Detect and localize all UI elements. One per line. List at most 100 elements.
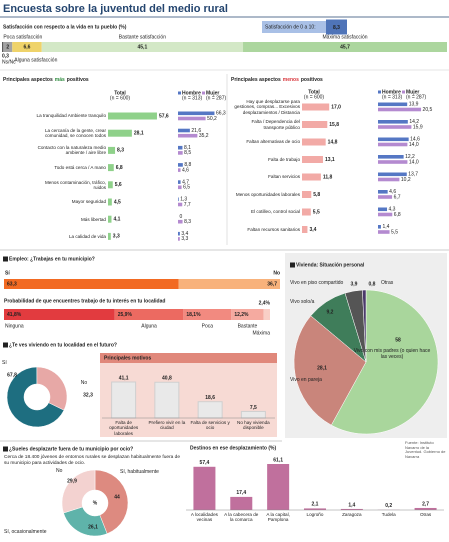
value-label: 6,6 bbox=[24, 44, 31, 50]
bar bbox=[178, 163, 183, 167]
bar bbox=[378, 142, 408, 147]
bar bbox=[111, 381, 137, 419]
value-label: 63,3 bbox=[7, 281, 17, 287]
value-label: 9,2 bbox=[327, 309, 334, 315]
value-label: 45,7 bbox=[340, 44, 350, 50]
legend-swatch bbox=[378, 90, 381, 94]
value-label: 66,3 bbox=[216, 111, 226, 117]
category-label: Vivo en piso compartido bbox=[290, 280, 344, 286]
bar bbox=[178, 151, 183, 155]
value-label: 3,4 bbox=[309, 227, 316, 233]
legend-label: Sí bbox=[5, 270, 10, 276]
category-label: Más libertad bbox=[80, 216, 106, 222]
category-label: Falta de oportunidades laborales bbox=[109, 420, 139, 436]
legend-note: (n = 287) bbox=[406, 94, 426, 100]
bar bbox=[378, 160, 408, 164]
category-label: A la capital, Pamplona bbox=[266, 512, 290, 523]
bar bbox=[240, 410, 266, 419]
category-label: Vivo solo/a bbox=[290, 299, 315, 305]
value-label: 0,3 bbox=[2, 53, 9, 59]
legend-label: Bastante bbox=[238, 323, 258, 329]
category-label: A la cabecera de la comarca bbox=[224, 512, 259, 523]
section-title: Principales motivos bbox=[104, 355, 151, 361]
value-label: 8,3 bbox=[184, 219, 191, 225]
bar bbox=[178, 111, 215, 116]
category-label: Otras bbox=[381, 280, 394, 286]
value-label: 50,2 bbox=[207, 116, 217, 122]
bar bbox=[378, 225, 381, 229]
slice bbox=[6, 366, 65, 428]
category-label: Sí bbox=[2, 360, 7, 366]
value-label: 8,8 bbox=[184, 162, 191, 168]
page-title: Encuesta sobre la juventud del medio rur… bbox=[3, 3, 228, 15]
bar bbox=[108, 198, 112, 206]
value-label: 14,0 bbox=[409, 159, 419, 165]
bar-segment bbox=[263, 309, 270, 320]
value-label: 8,1 bbox=[184, 145, 191, 151]
bar bbox=[378, 230, 390, 234]
value-label: 14,0 bbox=[409, 142, 419, 148]
value-label: 4,6 bbox=[182, 167, 189, 173]
value-label: 1,3 bbox=[180, 197, 187, 203]
bar bbox=[378, 177, 400, 182]
category-label: A localidades vecinas bbox=[190, 512, 218, 523]
bar bbox=[178, 202, 183, 207]
title-part: Principales aspectos bbox=[231, 77, 281, 83]
legend-note: (n = 313) bbox=[382, 94, 402, 100]
value-label: 7,5 bbox=[250, 405, 257, 411]
value-label: 28,1 bbox=[134, 131, 144, 137]
bar bbox=[154, 381, 180, 419]
value-label: 3,9 bbox=[351, 281, 358, 287]
value-label: 35,2 bbox=[199, 133, 209, 139]
bar bbox=[267, 464, 290, 510]
source: Fuente: Instituto Navarro de la Juventud… bbox=[405, 440, 446, 459]
category-label: Contacto con la naturaleza medio ambient… bbox=[37, 145, 106, 156]
legend-label: Mujer bbox=[206, 90, 219, 96]
bar bbox=[302, 208, 311, 216]
legend-swatch bbox=[402, 90, 405, 94]
value-label: 4,5 bbox=[114, 199, 121, 205]
bar bbox=[302, 191, 312, 198]
value-label: 18,1% bbox=[186, 312, 201, 318]
value-label: 25,9% bbox=[118, 312, 133, 318]
value-label: 20,5 bbox=[423, 107, 433, 113]
bar bbox=[302, 103, 330, 111]
value-label: 2 bbox=[6, 44, 9, 50]
legend-swatch bbox=[178, 91, 181, 95]
bar bbox=[378, 102, 408, 107]
value-label: 1,4 bbox=[348, 502, 355, 508]
bar bbox=[178, 180, 181, 184]
legend-label: Mujer bbox=[406, 89, 419, 95]
value-label: 12,2% bbox=[234, 312, 249, 318]
bar bbox=[108, 146, 116, 154]
legend-label: Hombre bbox=[382, 89, 401, 95]
bar bbox=[302, 121, 328, 128]
legend-label: Total bbox=[114, 90, 126, 96]
bar bbox=[197, 401, 223, 419]
value-label: 6,8 bbox=[394, 212, 401, 218]
category-label: Faltan alternativas de ocio bbox=[246, 139, 300, 145]
value-label: 6,8 bbox=[116, 165, 123, 171]
bar bbox=[414, 507, 437, 510]
title-part: más bbox=[55, 77, 65, 83]
title-part: positivos bbox=[67, 77, 89, 83]
bar-segment bbox=[3, 42, 13, 52]
bar bbox=[378, 172, 407, 177]
slice bbox=[36, 366, 68, 411]
legend-label: Ns/Nc bbox=[2, 59, 16, 65]
value-label: 21,6 bbox=[191, 128, 201, 134]
value-label: 4,6 bbox=[389, 189, 396, 195]
value-label: 6,7 bbox=[394, 194, 401, 200]
score-value-box bbox=[326, 19, 347, 35]
value-label: 57,4 bbox=[200, 460, 210, 466]
value-label: 4,1 bbox=[113, 217, 120, 223]
value-label: 5,8 bbox=[313, 192, 320, 198]
bar-segment bbox=[4, 279, 179, 289]
category-label: El cotilleo, control social bbox=[250, 209, 300, 215]
center-label: % bbox=[93, 500, 98, 506]
value-label: 40,8 bbox=[162, 376, 172, 382]
slice bbox=[330, 289, 439, 435]
category-label: Prefiero vivir en la ciudad bbox=[148, 420, 186, 431]
bar bbox=[378, 137, 409, 142]
